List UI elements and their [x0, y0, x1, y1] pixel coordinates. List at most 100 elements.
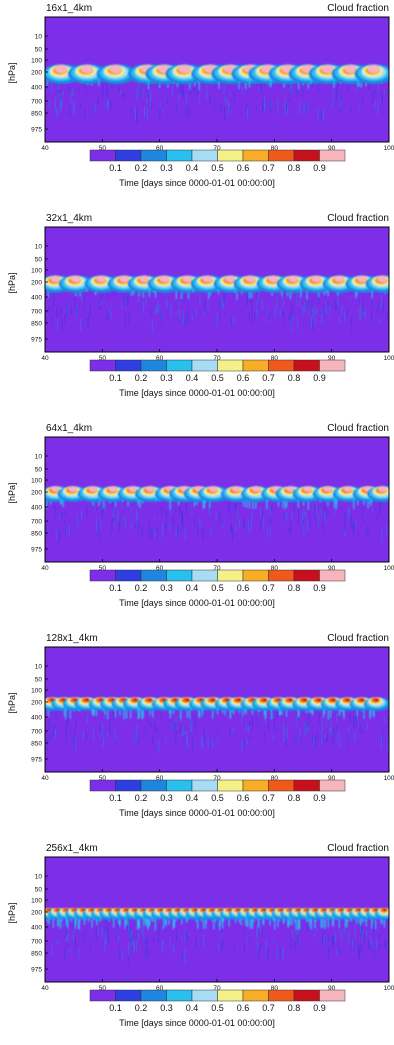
colorbar-label: 0.7: [262, 163, 275, 173]
y-tick-label: 100: [31, 268, 42, 275]
x-tick-label: 40: [41, 775, 49, 782]
colorbar-label: 0.9: [313, 373, 326, 383]
colorbar-swatch: [218, 990, 244, 1001]
y-tick-label: 50: [35, 677, 43, 684]
colorbar-label: 0.3: [160, 1003, 173, 1013]
colorbar-swatch: [116, 780, 142, 791]
colorbar-label: 0.1: [109, 163, 122, 173]
y-tick-label: 10: [35, 454, 43, 461]
y-tick-label: 200: [31, 490, 42, 497]
colorbar-swatch: [141, 780, 167, 791]
y-tick-label: 10: [35, 664, 43, 671]
colorbar-swatch: [192, 780, 218, 791]
colorbar-swatch: [192, 150, 218, 161]
x-tick-label: 40: [41, 355, 49, 362]
colorbar-swatch: [243, 150, 269, 161]
colorbar-label: 0.3: [160, 583, 173, 593]
colorbar-swatch: [90, 990, 116, 1001]
y-tick-label: 50: [35, 47, 43, 54]
colorbar-label: 0.7: [262, 1003, 275, 1013]
colorbar-swatch: [192, 570, 218, 581]
colorbar-swatch: [218, 570, 244, 581]
y-tick-label: 400: [31, 925, 42, 932]
y-tick-label: 975: [31, 967, 42, 974]
colorbar-swatch: [294, 360, 320, 371]
y-tick-label: 400: [31, 85, 42, 92]
x-tick-label: 40: [41, 985, 49, 992]
x-tick-label: 100: [384, 355, 394, 362]
colorbar-swatch: [269, 780, 295, 791]
colorbar-label: 0.5: [211, 373, 224, 383]
colorbar-swatch: [90, 780, 116, 791]
y-tick-label: 975: [31, 757, 42, 764]
y-tick-label: 400: [31, 505, 42, 512]
colorbar-label: 0.4: [186, 793, 199, 803]
colorbar-label: 0.5: [211, 583, 224, 593]
colorbar-swatch: [243, 780, 269, 791]
colorbar-swatch: [141, 990, 167, 1001]
colorbar-label: 0.3: [160, 163, 173, 173]
colorbar-label: 0.9: [313, 163, 326, 173]
x-tick-label: 100: [384, 565, 394, 572]
colorbar-label: 0.1: [109, 373, 122, 383]
y-tick-label: 975: [31, 547, 42, 554]
colorbar-swatch: [218, 780, 244, 791]
colorbar-swatch: [218, 360, 244, 371]
colorbar-swatch: [192, 360, 218, 371]
colorbar-swatch: [167, 990, 193, 1001]
colorbar-label: 0.8: [288, 583, 301, 593]
y-tick-label: 100: [31, 58, 42, 65]
colorbar-label: 0.8: [288, 373, 301, 383]
colorbar-swatch: [243, 360, 269, 371]
colorbar-label: 0.7: [262, 373, 275, 383]
colorbar-swatch: [141, 360, 167, 371]
colorbar-swatch: [116, 990, 142, 1001]
colorbar-swatch: [320, 150, 346, 161]
y-tick-label: 700: [31, 309, 42, 316]
y-tick-label: 700: [31, 99, 42, 106]
colorbar-swatch: [269, 990, 295, 1001]
colorbar-label: 0.2: [135, 793, 148, 803]
colorbar-label: 0.1: [109, 1003, 122, 1013]
x-tick-label: 100: [384, 145, 394, 152]
y-tick-label: 700: [31, 519, 42, 526]
colorbar-swatch: [218, 150, 244, 161]
colorbar-label: 0.7: [262, 793, 275, 803]
colorbar-label: 0.2: [135, 373, 148, 383]
y-tick-label: 100: [31, 898, 42, 905]
colorbar-label: 0.3: [160, 373, 173, 383]
y-tick-label: 850: [31, 531, 42, 538]
colorbar-swatch: [320, 570, 346, 581]
y-tick-label: 100: [31, 478, 42, 485]
x-tick-label: 40: [41, 145, 49, 152]
colorbar-label: 0.6: [237, 583, 250, 593]
x-tick-label: 100: [384, 985, 394, 992]
x-tick-label: 40: [41, 565, 49, 572]
colorbar-swatch: [269, 360, 295, 371]
x-tick-label: 100: [384, 775, 394, 782]
colorbar-swatch: [167, 570, 193, 581]
colorbar-swatch: [243, 990, 269, 1001]
y-tick-label: 10: [35, 34, 43, 41]
colorbar-label: 0.1: [109, 793, 122, 803]
colorbar-label: 0.6: [237, 1003, 250, 1013]
colorbar-swatch: [320, 990, 346, 1001]
colorbar-swatch: [90, 150, 116, 161]
colorbar-swatch: [90, 570, 116, 581]
y-tick-label: 200: [31, 280, 42, 287]
y-tick-label: 400: [31, 715, 42, 722]
colorbar-swatch: [141, 570, 167, 581]
colorbar-swatch: [116, 360, 142, 371]
colorbar-label: 0.4: [186, 373, 199, 383]
colorbar-swatch: [116, 570, 142, 581]
colorbar-label: 0.8: [288, 793, 301, 803]
y-tick-label: 200: [31, 70, 42, 77]
colorbar-label: 0.5: [211, 1003, 224, 1013]
colorbar-label: 0.2: [135, 583, 148, 593]
